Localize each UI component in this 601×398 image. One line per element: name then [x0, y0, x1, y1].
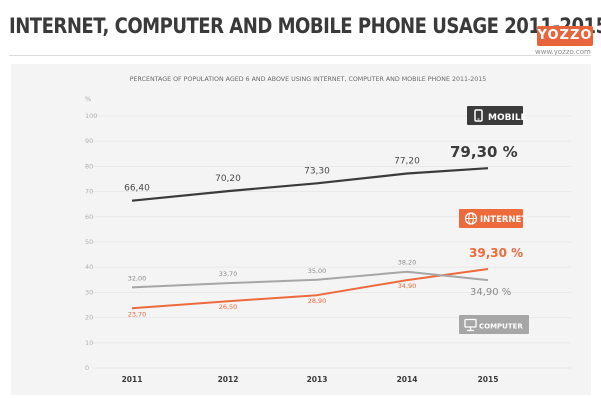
mobile-phone-icon	[474, 109, 483, 122]
globe-icon	[464, 212, 478, 225]
x-tick-label: 2012	[218, 375, 239, 384]
y-axis-label: %	[85, 95, 91, 103]
x-tick-label: 2011	[122, 375, 143, 384]
data-label-mobile: 66,40	[124, 184, 150, 194]
data-label-internet: 34,90	[398, 282, 417, 290]
x-tick-label: 2013	[307, 375, 328, 384]
x-tick-label: 2015	[478, 375, 499, 384]
data-label-computer: 35,00	[308, 267, 327, 275]
y-tick-label: 70	[85, 188, 93, 196]
series-line-internet	[131, 268, 489, 310]
computer-monitor-icon	[464, 318, 477, 332]
data-label-computer: 33,70	[219, 270, 238, 278]
data-label-internet: 23,70	[128, 310, 147, 318]
data-label-computer: 38,20	[398, 259, 417, 267]
chart-card: PERCENTAGE OF POPULATION AGED 6 AND ABOV…	[11, 64, 591, 395]
data-label-mobile: 70,20	[215, 174, 241, 184]
x-tick-label: 2014	[397, 375, 418, 384]
x-axis-ticks: 2011 2012 2013 2014 2015	[122, 375, 499, 384]
chart-title: PERCENTAGE OF POPULATION AGED 6 AND ABOV…	[130, 76, 487, 83]
computer-final-value: 34,90 %	[470, 287, 511, 298]
page-title: INTERNET, COMPUTER AND MOBILE PHONE USAG…	[9, 14, 601, 38]
legend-computer: COMPUTER	[459, 315, 529, 334]
data-labels: 66,40 70,20 73,30 77,20 23,70 26,50 28,90 34,90…	[124, 156, 420, 318]
y-tick-label: 50	[85, 238, 93, 246]
legend-computer-label: COMPUTER	[479, 323, 523, 331]
y-tick-label: 80	[85, 162, 93, 170]
line-chart: PERCENTAGE OF POPULATION AGED 6 AND ABOV…	[85, 76, 571, 384]
y-tick-label: 20	[85, 314, 93, 322]
y-axis-ticks: 0 10 20 30 40 50 60 70 80 90 100	[85, 112, 97, 372]
yozzo-logo: YOZZO	[537, 26, 593, 46]
series-lines	[131, 167, 489, 310]
series-line-computer	[131, 270, 489, 289]
legend-mobile-label: MOBILE	[488, 113, 527, 123]
legend-internet-label: INTERNET	[480, 215, 527, 225]
y-tick-label: 30	[85, 288, 93, 296]
series-line-mobile	[131, 167, 489, 202]
y-tick-label: 100	[85, 112, 97, 120]
header-divider	[9, 55, 591, 56]
legend-internet-box	[459, 209, 523, 228]
data-label-mobile: 77,20	[394, 156, 420, 166]
y-tick-label: 40	[85, 263, 93, 271]
legend-internet: INTERNET	[459, 209, 527, 228]
data-label-computer: 32,00	[128, 274, 147, 282]
internet-final-value: 39,30 %	[469, 246, 523, 260]
site-url: www.yozzo.com	[535, 48, 591, 56]
legend-mobile: MOBILE	[467, 106, 527, 125]
mobile-final-value: 79,30 %	[450, 143, 518, 161]
y-tick-label: 0	[85, 364, 89, 372]
data-label-internet: 28,90	[308, 297, 327, 305]
data-label-internet: 26,50	[219, 303, 238, 311]
data-label-mobile: 73,30	[304, 166, 330, 176]
y-tick-label: 10	[85, 339, 93, 347]
y-tick-label: 60	[85, 213, 93, 221]
y-tick-label: 90	[85, 137, 93, 145]
